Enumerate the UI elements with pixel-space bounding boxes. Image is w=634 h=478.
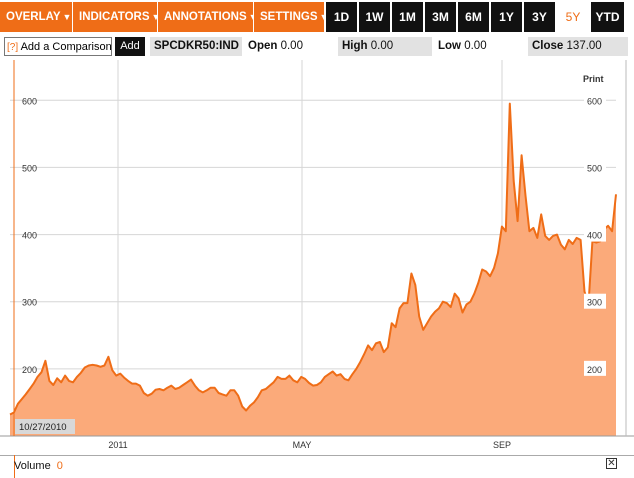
annotations-menu[interactable]: ANNOTATIONS▼: [158, 2, 258, 32]
quote-bar: [?] Add a Comparison Add SPCDKR50:IND Op…: [0, 35, 634, 59]
volume-pane-marker: [14, 455, 15, 478]
low-stat: Low 0.00: [434, 37, 526, 56]
high-stat: High 0.00: [338, 37, 432, 56]
y-tick-label-left: 200: [22, 365, 37, 375]
chevron-down-icon: ▼: [151, 12, 161, 22]
volume-divider: [0, 455, 634, 456]
y-tick-label-bg: [584, 159, 606, 175]
y-tick-label-right: 500: [587, 163, 602, 173]
price-chart[interactable]: 200 200 300 300 400 400 500 500 600 600 2011 MAY SEP…: [0, 60, 634, 455]
range-5y-button[interactable]: 5Y: [557, 2, 589, 32]
range-3m-button[interactable]: 3M: [425, 2, 456, 32]
range-1m-button[interactable]: 1M: [392, 2, 423, 32]
high-value: 0.00: [370, 40, 394, 52]
chevron-down-icon: ▼: [249, 12, 258, 22]
range-3y-button[interactable]: 3Y: [524, 2, 555, 32]
y-tick-label-left: 300: [22, 298, 37, 308]
help-icon[interactable]: [?]: [7, 42, 19, 53]
close-label: Close: [532, 40, 564, 52]
add-comparison-label: Add a Comparison: [20, 41, 112, 53]
y-tick-label-right: 200: [587, 365, 602, 375]
range-1y-button[interactable]: 1Y: [491, 2, 522, 32]
high-label: High: [342, 40, 368, 52]
y-tick-label-right: 600: [587, 96, 602, 106]
overlay-menu-label: OVERLAY: [6, 11, 61, 23]
start-date-label: 10/27/2010: [19, 422, 67, 433]
indicators-menu[interactable]: INDICATORS ▼: [73, 2, 160, 32]
indicators-menu-label: INDICATORS: [79, 11, 150, 23]
close-stat: Close 137.00: [528, 37, 628, 56]
overlay-menu[interactable]: OVERLAY ▼: [0, 2, 72, 32]
range-1d-button[interactable]: 1D: [326, 2, 357, 32]
open-value: 0.00: [280, 40, 303, 52]
open-label: Open: [248, 40, 278, 52]
close-volume-icon[interactable]: ✕: [606, 458, 617, 469]
range-ytd-button[interactable]: YTD: [591, 2, 624, 32]
y-tick-label-right: 300: [587, 298, 602, 308]
settings-menu-label: SETTINGS: [260, 11, 318, 23]
y-tick-label-left: 400: [22, 231, 37, 241]
add-comparison-button[interactable]: Add: [115, 37, 145, 56]
y-tick-label-bg: [584, 293, 606, 309]
add-comparison-input[interactable]: [?] Add a Comparison: [4, 37, 112, 56]
volume-value: 0: [56, 460, 63, 472]
range-6m-button[interactable]: 6M: [458, 2, 489, 32]
y-tick-label-right: 400: [587, 231, 602, 241]
close-value: 137.00: [566, 40, 602, 52]
low-value: 0.00: [464, 40, 487, 52]
y-tick-label-bg: [584, 92, 606, 108]
low-label: Low: [438, 40, 461, 52]
start-date-bg: [15, 419, 75, 434]
y-tick-label-bg: [584, 226, 606, 242]
ticker-symbol: SPCDKR50:IND: [150, 37, 242, 56]
price-area: [10, 103, 616, 436]
volume-readout: Volume 0: [14, 460, 63, 472]
print-link[interactable]: Print: [583, 74, 604, 84]
price-line: [9, 102, 617, 416]
open-stat: Open 0.00: [244, 37, 336, 56]
x-tick-label: SEP: [493, 440, 511, 450]
y-tick-label-left: 500: [22, 163, 37, 173]
settings-menu[interactable]: SETTINGS ▼: [254, 2, 328, 32]
chart-toolbar: OVERLAY▼ INDICATORS▼ ANNOTATIONS▼ SETTIN…: [0, 0, 634, 33]
y-tick-label-left: 600: [22, 96, 37, 106]
chevron-down-icon: ▼: [62, 12, 72, 22]
range-1w-button[interactable]: 1W: [359, 2, 390, 32]
y-tick-label-bg: [584, 360, 606, 376]
x-tick-label: MAY: [293, 440, 312, 450]
x-tick-label: 2011: [108, 440, 127, 450]
annotations-menu-label: ANNOTATIONS: [164, 11, 247, 23]
chevron-down-icon: ▼: [319, 12, 329, 22]
